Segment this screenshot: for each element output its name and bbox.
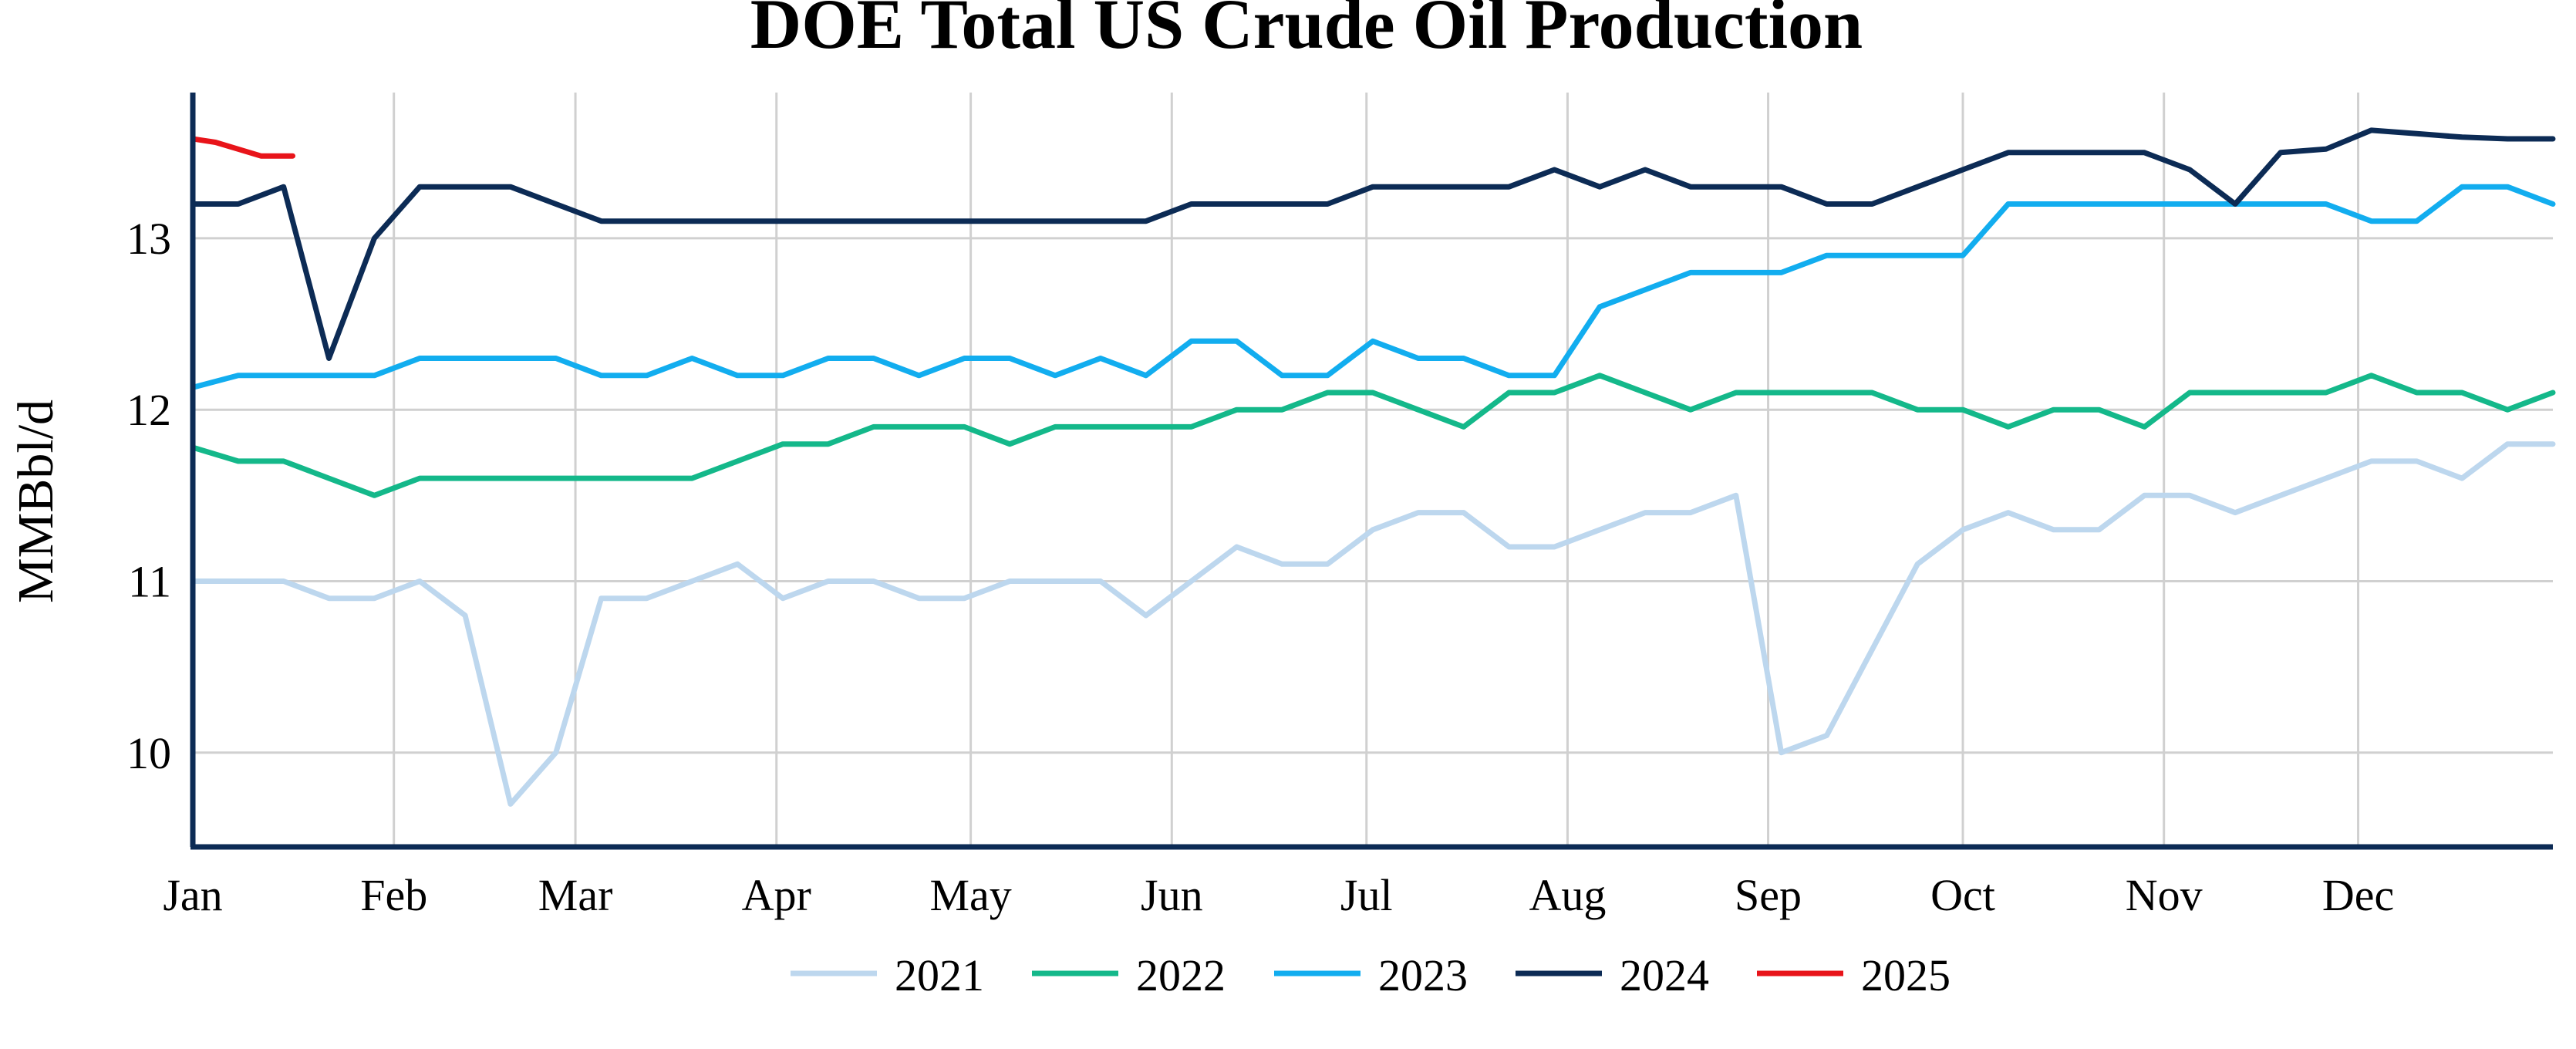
x-tick-label: Nov — [2126, 870, 2203, 920]
x-tick-label: Feb — [360, 870, 427, 920]
x-tick-label: Jun — [1141, 870, 1203, 920]
x-tick-label: Oct — [1930, 870, 1995, 920]
x-tick-label: Mar — [538, 870, 613, 920]
y-tick-label: 11 — [128, 556, 171, 606]
y-tick-label: 12 — [126, 385, 171, 435]
x-tick-label: May — [929, 870, 1011, 920]
chart-title: DOE Total US Crude Oil Production — [750, 0, 1863, 63]
series-line-2025 — [190, 136, 295, 159]
tick-labels: 10 11 12 13 Jan Feb Mar Apr May Jun Jul Aug Sep Oct No… — [126, 214, 2394, 920]
series-lines — [190, 127, 2556, 807]
x-tick-label: Sep — [1735, 870, 1802, 920]
x-tick-label: Jan — [163, 870, 222, 920]
x-tick-label: Dec — [2322, 870, 2394, 920]
y-axis-label: MMBbl/d — [8, 400, 64, 603]
series-line-2022 — [190, 373, 2556, 498]
legend: 2021 2022 2023 2024 2025 — [791, 950, 1951, 1000]
grid-lines — [193, 93, 2553, 847]
axes — [190, 93, 2553, 850]
legend-label-2025: 2025 — [1861, 950, 1951, 1000]
legend-label-2022: 2022 — [1136, 950, 1226, 1000]
x-tick-label: Aug — [1529, 870, 1607, 920]
series-line-2023 — [190, 184, 2556, 390]
legend-label-2021: 2021 — [895, 950, 984, 1000]
x-tick-label: Apr — [742, 870, 811, 920]
series-line-2024 — [190, 127, 2556, 361]
legend-label-2023: 2023 — [1378, 950, 1468, 1000]
y-tick-label: 13 — [126, 214, 171, 264]
x-tick-label: Jul — [1340, 870, 1393, 920]
y-tick-label: 10 — [126, 728, 171, 778]
legend-label-2024: 2024 — [1620, 950, 1709, 1000]
series-line-2021 — [190, 441, 2556, 807]
